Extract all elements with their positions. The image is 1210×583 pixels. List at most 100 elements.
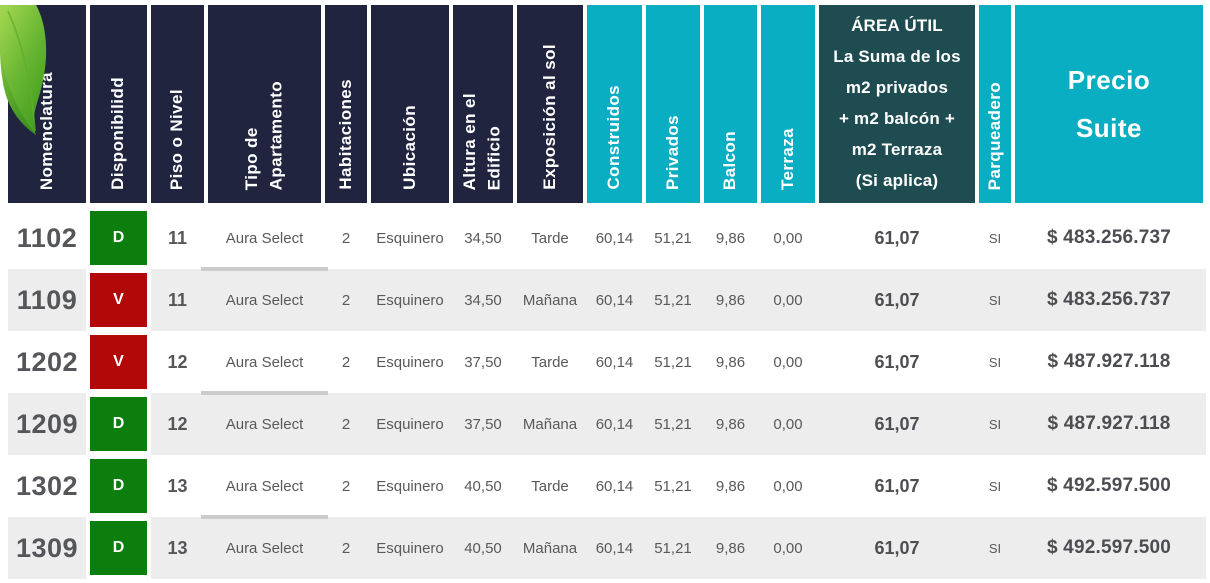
table-row: 1109 V 11 Aura Select 2 Esquinero 34,50 Mañana 6… [0,269,1210,331]
header-label: ÁREA ÚTIL La Suma de los m2 privados + m… [833,16,961,190]
cell-tipo: Aura Select [225,477,304,495]
cell-parqueadero: SI [988,416,1002,432]
cell-precio: $ 487.927.118 [1047,351,1171,372]
cell-privados: 51,21 [654,291,692,309]
cell-tipo: Aura Select [225,415,304,433]
cell-divider-line [201,267,328,271]
header-label: Habitaciones [335,79,355,190]
cell-precio: $ 483.256.737 [1046,289,1172,310]
cell-habitaciones: 2 [341,415,351,433]
row-stripe [151,269,1206,331]
header-nomenclatura: Nomenclatura [8,5,86,203]
availability-badge: D [90,211,147,265]
cell-nomenclatura: 1302 [15,470,79,501]
cell-balcon: 9,86 [715,353,746,371]
header-label: Piso o Nivel [167,88,187,190]
cell-construidos: 60,14 [595,415,634,433]
cell-habitaciones: 2 [341,477,351,495]
cell-construidos: 60,14 [595,291,634,309]
cell-tipo: Aura Select [225,229,304,247]
cell-ubicacion: Esquinero [376,539,444,557]
availability-badge: D [90,521,147,575]
cell-terraza: 0,00 [773,539,803,557]
cell-tipo: Aura Select [225,353,304,371]
header-area_util: ÁREA ÚTIL La Suma de los m2 privados + m… [819,5,975,203]
cell-nomenclatura: 1109 [8,269,86,331]
availability-badge: V [90,335,147,389]
header-exposicion: Exposición al sol [517,5,583,203]
cell-nomenclatura: 1102 [16,222,78,253]
cell-construidos: 60,14 [595,229,634,247]
header-label: Terraza [777,127,797,190]
cell-piso: 11 [167,227,188,248]
header-habitaciones: Habitaciones [325,5,367,203]
row-stripe [151,393,1206,455]
cell-tipo: Aura Select [225,291,304,309]
cell-altura: 40,50 [464,477,502,495]
table-row: 1102 D 11 Aura Select 2 Esquinero 34,50 Tarde 60… [0,207,1210,271]
cell-balcon: 9,86 [715,477,746,495]
cell-ubicacion: Esquinero [376,477,444,495]
cell-area_util: 61,07 [874,537,920,558]
header-label: Precio Suite [1067,64,1151,143]
cell-ubicacion: Esquinero [376,291,444,309]
cell-precio: $ 492.597.500 [1046,475,1172,496]
header-altura: Altura en el Edificio [453,5,513,203]
header-parqueadero: Parqueadero [979,5,1011,203]
cell-parqueadero: SI [988,292,1002,308]
cell-nomenclatura: 1309 [8,517,86,579]
cell-balcon: 9,86 [715,415,746,433]
cell-disponibilidad: D [90,393,147,455]
cell-parqueadero: SI [988,230,1002,246]
header-construidos: Construidos [587,5,642,203]
cell-privados: 51,21 [654,415,692,433]
apartment-price-table: Nomenclatura Disponibilidd Piso o Nivel Tip… [0,5,1210,583]
cell-disponibilidad: D [90,207,147,269]
header-label: Construidos [604,85,624,190]
cell-privados: 51,21 [654,353,692,371]
table-body: 1102 D 11 Aura Select 2 Esquinero 34,50 Tarde 60… [0,207,1210,579]
cell-area_util: 61,07 [874,475,920,496]
cell-exposicion: Mañana [522,415,578,433]
cell-disponibilidad: V [90,269,147,331]
cell-piso: 12 [167,351,188,372]
cell-habitaciones: 2 [341,229,351,247]
cell-terraza: 0,00 [773,291,803,309]
cell-parqueadero: SI [988,540,1002,556]
cell-construidos: 60,14 [595,353,634,371]
header-disponibilidad: Disponibilidd [90,5,147,203]
header-label: Balcon [720,130,740,190]
cell-habitaciones: 2 [341,539,351,557]
cell-disponibilidad: D [90,517,147,579]
cell-ubicacion: Esquinero [376,353,444,371]
cell-exposicion: Tarde [531,229,569,247]
cell-exposicion: Mañana [522,539,578,557]
cell-parqueadero: SI [988,478,1002,494]
header-label: Disponibilidd [108,77,128,190]
table-row: 1302 D 13 Aura Select 2 Esquinero 40,50 Tarde 60… [0,455,1210,519]
cell-area_util: 61,07 [874,289,920,310]
cell-piso: 13 [167,475,188,496]
cell-construidos: 60,14 [595,539,634,557]
header-balcon: Balcon [704,5,757,203]
header-precio: Precio Suite [1015,5,1203,203]
cell-privados: 51,21 [654,539,692,557]
cell-piso: 11 [167,289,188,310]
header-label: Tipo de Apartamento [241,80,286,190]
cell-precio: $ 492.597.500 [1046,537,1172,558]
cell-privados: 51,21 [654,229,692,247]
header-label: Altura en el Edificio [460,92,504,190]
availability-badge: D [90,459,147,513]
cell-precio: $ 487.927.118 [1047,413,1171,434]
cell-divider-line [201,391,328,395]
cell-altura: 40,50 [464,539,502,557]
cell-terraza: 0,00 [773,229,803,247]
cell-precio: $ 483.256.737 [1046,227,1172,248]
header-label: Ubicación [399,105,419,190]
availability-badge: D [90,397,147,451]
cell-divider-line [201,515,328,519]
cell-habitaciones: 2 [341,291,351,309]
cell-exposicion: Tarde [531,353,569,371]
cell-exposicion: Mañana [522,291,578,309]
header-label: Parqueadero [984,81,1004,190]
